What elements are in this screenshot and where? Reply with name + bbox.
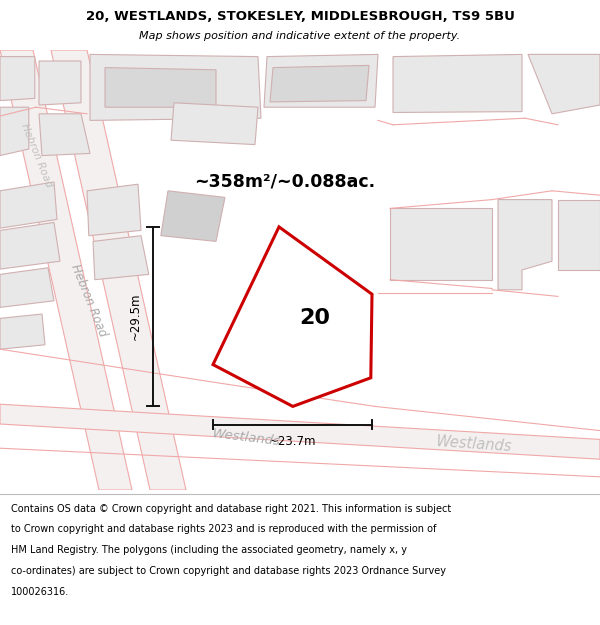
- Polygon shape: [51, 50, 186, 490]
- Text: HM Land Registry. The polygons (including the associated geometry, namely x, y: HM Land Registry. The polygons (includin…: [11, 546, 407, 556]
- Polygon shape: [0, 222, 60, 269]
- Text: Map shows position and indicative extent of the property.: Map shows position and indicative extent…: [139, 31, 461, 41]
- Text: ~358m²/~0.088ac.: ~358m²/~0.088ac.: [194, 173, 376, 191]
- Text: Hebron Road: Hebron Road: [68, 262, 109, 339]
- Text: co-ordinates) are subject to Crown copyright and database rights 2023 Ordnance S: co-ordinates) are subject to Crown copyr…: [11, 566, 446, 576]
- Polygon shape: [105, 68, 216, 108]
- Text: ~29.5m: ~29.5m: [128, 292, 142, 340]
- Polygon shape: [171, 102, 258, 144]
- Polygon shape: [0, 268, 54, 308]
- Polygon shape: [393, 54, 522, 112]
- Text: 20: 20: [299, 308, 331, 328]
- Text: Hebron Road: Hebron Road: [19, 122, 53, 189]
- Polygon shape: [498, 199, 552, 290]
- Polygon shape: [0, 50, 132, 490]
- Text: ~23.7m: ~23.7m: [269, 435, 316, 448]
- Text: to Crown copyright and database rights 2023 and is reproduced with the permissio: to Crown copyright and database rights 2…: [11, 524, 436, 534]
- Polygon shape: [0, 314, 45, 349]
- Polygon shape: [0, 182, 57, 228]
- Text: 100026316.: 100026316.: [11, 588, 69, 598]
- Polygon shape: [39, 61, 81, 105]
- Polygon shape: [264, 54, 378, 107]
- Polygon shape: [558, 199, 600, 270]
- Polygon shape: [39, 114, 90, 156]
- Polygon shape: [270, 66, 369, 102]
- Polygon shape: [0, 57, 35, 101]
- Polygon shape: [161, 191, 225, 241]
- Text: Contains OS data © Crown copyright and database right 2021. This information is : Contains OS data © Crown copyright and d…: [11, 504, 451, 514]
- Polygon shape: [390, 208, 492, 279]
- Text: 20, WESTLANDS, STOKESLEY, MIDDLESBROUGH, TS9 5BU: 20, WESTLANDS, STOKESLEY, MIDDLESBROUGH,…: [86, 10, 514, 23]
- Polygon shape: [93, 236, 149, 279]
- Polygon shape: [528, 54, 600, 114]
- Polygon shape: [0, 107, 29, 156]
- Polygon shape: [90, 54, 261, 121]
- Text: Westlands: Westlands: [436, 434, 512, 454]
- Polygon shape: [0, 404, 600, 459]
- Polygon shape: [213, 227, 372, 406]
- Polygon shape: [87, 184, 141, 236]
- Text: Westlands: Westlands: [211, 428, 281, 449]
